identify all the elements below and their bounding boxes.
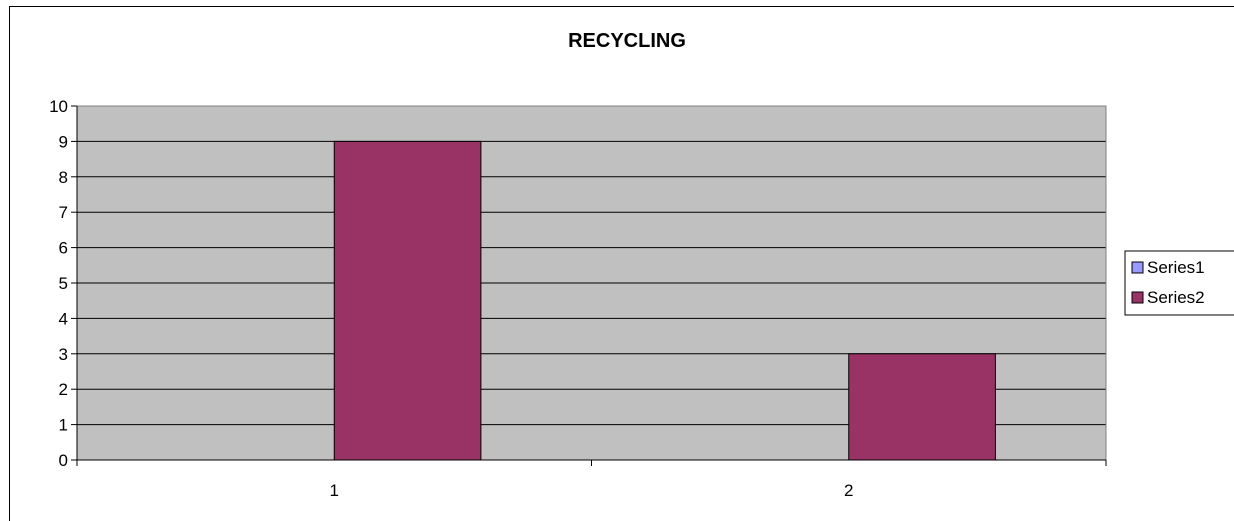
bar-series2-2	[848, 353, 996, 461]
plot-area: 0 1 2 3 4 5 6 7 8 9 10 1 2	[49, 97, 1107, 500]
y-tick-label: 2	[59, 380, 68, 399]
bar-series2-1	[333, 140, 482, 461]
chart-title: RECYCLING	[568, 30, 686, 52]
y-tick-label: 4	[59, 309, 68, 328]
y-tick-label: 5	[59, 274, 68, 293]
legend-label-series2: Series2	[1147, 288, 1205, 307]
legend-swatch-series1	[1131, 261, 1144, 274]
y-tick-label: 1	[59, 416, 68, 435]
legend: Series1 Series2	[1124, 250, 1234, 316]
x-tick-label: 2	[844, 481, 853, 500]
y-tick-label: 3	[59, 345, 68, 364]
y-tick-label: 9	[59, 132, 68, 151]
x-tick-label: 1	[330, 481, 339, 500]
legend-label-series1: Series1	[1147, 258, 1205, 277]
y-tick-label: 0	[59, 451, 68, 470]
legend-swatch-series2	[1131, 291, 1144, 304]
y-tick-label: 10	[49, 97, 68, 116]
y-tick-label: 8	[59, 168, 68, 187]
y-tick-label: 7	[59, 203, 68, 222]
y-tick-label: 6	[59, 239, 68, 258]
chart-frame	[9, 6, 1234, 521]
